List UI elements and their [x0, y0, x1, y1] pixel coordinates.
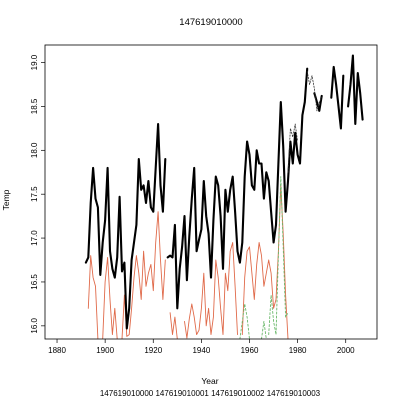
- series-line-147619010002: [239, 176, 289, 339]
- legend: 147619010000 147619010001 147619010002 1…: [100, 389, 321, 398]
- legend-entry: 147619010002: [209, 389, 265, 398]
- y-tick-label: 19.0: [30, 54, 39, 70]
- series-line-147619010001: [87, 184, 289, 339]
- x-tick-label: 1940: [192, 346, 210, 355]
- y-tick-label: 18.5: [30, 98, 39, 114]
- y-axis-label: Temp: [1, 189, 11, 210]
- x-tick-label: 2000: [337, 346, 355, 355]
- x-axis: 1880 1900 1920 1940 1960 1980 2000: [48, 339, 355, 355]
- y-tick-label: 18.0: [30, 142, 39, 158]
- x-axis-label: Year: [201, 376, 218, 386]
- x-tick-label: 1900: [96, 346, 114, 355]
- x-tick-label: 1960: [241, 346, 259, 355]
- y-tick-label: 16.0: [30, 318, 39, 334]
- legend-text: 147619010000 147619010001 147619010002 1…: [100, 389, 321, 398]
- chart-title: 147619010000: [179, 17, 242, 28]
- series-line-147619010000: [84, 54, 364, 330]
- series-line-147619010003: [287, 70, 323, 173]
- x-tick-label: 1980: [289, 346, 307, 355]
- legend-entry: 147619010000: [100, 389, 154, 398]
- series-layer: [84, 54, 364, 339]
- y-axis: 16.0 16.5 17.0 17.5 18.0 18.5 19.0: [30, 54, 45, 334]
- plot-frame: [44, 44, 378, 340]
- y-tick-label: 16.5: [30, 274, 39, 290]
- y-tick-label: 17.5: [30, 186, 39, 202]
- x-tick-label: 1920: [144, 346, 162, 355]
- legend-entry: 147619010003: [265, 389, 321, 398]
- y-tick-label: 17.0: [30, 230, 39, 246]
- x-tick-label: 1880: [48, 346, 66, 355]
- legend-entry: 147619010001: [153, 389, 209, 398]
